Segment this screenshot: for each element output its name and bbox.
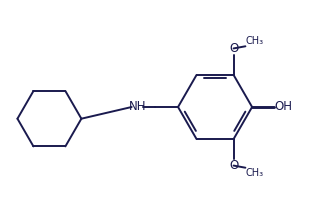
Text: O: O [229,42,238,55]
Text: O: O [229,159,238,172]
Text: OH: OH [275,101,293,113]
Text: CH₃: CH₃ [246,36,264,46]
Text: CH₃: CH₃ [246,168,264,178]
Text: NH: NH [129,101,146,113]
